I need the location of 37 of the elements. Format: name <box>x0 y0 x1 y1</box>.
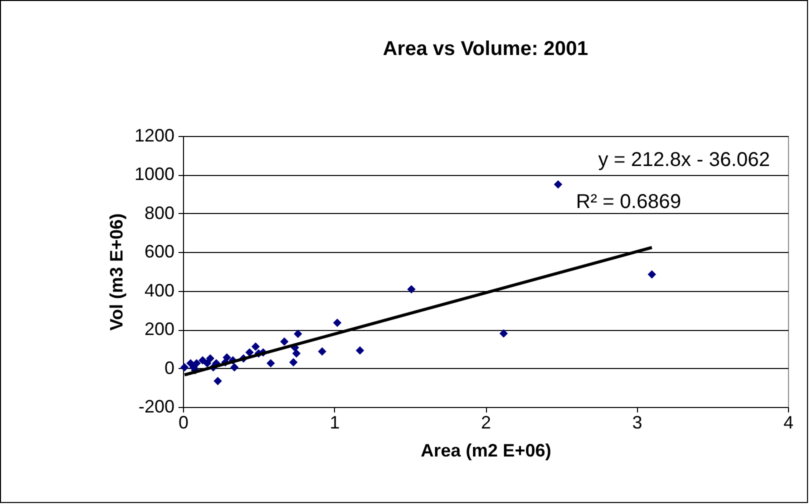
point <box>499 329 508 338</box>
x-axis-title: Area (m2 E+06) <box>420 440 552 460</box>
point <box>203 359 212 368</box>
y-tick-label: 1000 <box>134 164 174 184</box>
y-tick-label: 400 <box>144 280 174 300</box>
annotation: R² = 0.6869 <box>576 191 682 213</box>
point <box>251 342 260 351</box>
y-tick-label: 200 <box>144 319 174 340</box>
x-tick-label: 1 <box>330 412 340 432</box>
point <box>206 354 214 363</box>
point <box>356 346 364 355</box>
y-axis-title: Vol (m3 E+06) <box>106 213 126 331</box>
point <box>407 285 416 294</box>
point <box>554 180 562 189</box>
y-tick-label: 600 <box>144 242 174 262</box>
y-tick-label: -200 <box>138 396 174 416</box>
x-tick-label: 0 <box>178 412 189 432</box>
y-tick-label: 0 <box>164 358 174 378</box>
point <box>289 358 298 366</box>
point <box>280 337 289 346</box>
x-tick-label: 3 <box>632 412 642 432</box>
chart-title: Area vs Volume: 2001 <box>382 38 588 60</box>
x-tick-label: 4 <box>783 412 794 432</box>
point <box>266 359 275 368</box>
point <box>318 347 326 356</box>
point <box>222 353 232 362</box>
point <box>648 270 656 279</box>
point <box>245 348 254 357</box>
point <box>294 330 302 338</box>
y-tick-label: 800 <box>144 202 174 223</box>
point <box>292 349 301 358</box>
point <box>333 318 342 327</box>
point <box>230 363 239 372</box>
annotation: y = 212.8x - 36.062 <box>598 149 770 171</box>
y-tick-label: 1200 <box>134 126 174 146</box>
x-tick-label: 2 <box>480 412 492 432</box>
point <box>214 376 222 386</box>
